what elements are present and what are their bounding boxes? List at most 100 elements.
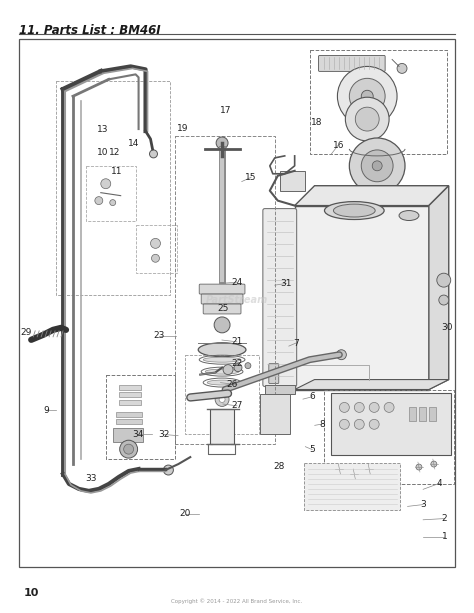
Circle shape <box>124 444 134 454</box>
Circle shape <box>337 466 342 472</box>
FancyBboxPatch shape <box>118 392 141 397</box>
FancyBboxPatch shape <box>409 408 416 421</box>
Text: 3: 3 <box>420 500 426 509</box>
Text: 7: 7 <box>293 338 299 348</box>
Polygon shape <box>295 379 449 389</box>
FancyBboxPatch shape <box>116 419 142 424</box>
FancyBboxPatch shape <box>280 171 305 191</box>
Circle shape <box>216 137 228 149</box>
Text: 27: 27 <box>231 402 243 410</box>
FancyBboxPatch shape <box>210 409 234 444</box>
Bar <box>19 39 455 568</box>
FancyBboxPatch shape <box>319 56 385 71</box>
Circle shape <box>95 197 103 205</box>
Polygon shape <box>295 186 449 205</box>
Circle shape <box>349 138 405 194</box>
Circle shape <box>245 363 251 368</box>
Ellipse shape <box>333 204 375 217</box>
Text: 21: 21 <box>231 337 243 346</box>
Text: 28: 28 <box>273 462 285 471</box>
Text: 33: 33 <box>85 474 97 483</box>
FancyBboxPatch shape <box>199 284 245 294</box>
FancyBboxPatch shape <box>118 384 141 389</box>
Text: 5: 5 <box>310 445 315 454</box>
Text: 2: 2 <box>441 514 447 523</box>
Text: 13: 13 <box>97 125 109 134</box>
Text: PartStream: PartStream <box>206 295 268 305</box>
FancyBboxPatch shape <box>304 463 400 510</box>
Circle shape <box>361 90 373 102</box>
Circle shape <box>351 471 357 477</box>
Ellipse shape <box>207 380 237 385</box>
Circle shape <box>354 419 364 429</box>
Ellipse shape <box>399 211 419 221</box>
FancyBboxPatch shape <box>201 294 243 304</box>
Circle shape <box>149 150 157 158</box>
Text: 31: 31 <box>281 279 292 288</box>
Text: 11: 11 <box>111 167 123 176</box>
Text: 4: 4 <box>437 479 442 488</box>
FancyBboxPatch shape <box>113 428 143 442</box>
FancyBboxPatch shape <box>265 384 295 395</box>
Text: 24: 24 <box>231 278 243 287</box>
Text: 12: 12 <box>109 148 120 158</box>
Text: 14: 14 <box>128 139 139 148</box>
FancyBboxPatch shape <box>269 364 279 384</box>
FancyBboxPatch shape <box>118 400 141 405</box>
Text: 6: 6 <box>310 392 315 401</box>
FancyBboxPatch shape <box>260 395 290 434</box>
Circle shape <box>349 78 385 114</box>
Circle shape <box>337 350 346 360</box>
Text: 23: 23 <box>154 331 165 340</box>
Circle shape <box>120 440 137 458</box>
Text: 34: 34 <box>132 430 144 439</box>
Text: 9: 9 <box>43 406 49 414</box>
Circle shape <box>339 419 349 429</box>
Circle shape <box>337 66 397 126</box>
FancyBboxPatch shape <box>419 408 426 421</box>
Text: 20: 20 <box>180 509 191 518</box>
Text: 10: 10 <box>23 588 39 598</box>
Circle shape <box>369 402 379 413</box>
Circle shape <box>101 179 111 189</box>
Circle shape <box>439 295 449 305</box>
Circle shape <box>354 402 364 413</box>
Polygon shape <box>429 186 449 389</box>
Text: Copyright © 2014 - 2022 All Brand Service, Inc.: Copyright © 2014 - 2022 All Brand Servic… <box>172 599 302 604</box>
Circle shape <box>356 107 379 131</box>
Circle shape <box>110 200 116 205</box>
Text: 26: 26 <box>227 380 238 389</box>
Text: 19: 19 <box>177 124 189 133</box>
Circle shape <box>151 238 161 248</box>
Circle shape <box>397 63 407 74</box>
Text: 29: 29 <box>21 328 32 337</box>
Circle shape <box>215 392 229 406</box>
Circle shape <box>416 464 422 470</box>
Circle shape <box>431 461 437 467</box>
Ellipse shape <box>205 369 239 374</box>
Text: 8: 8 <box>319 420 325 428</box>
Circle shape <box>164 465 173 475</box>
Text: 30: 30 <box>441 323 453 332</box>
Circle shape <box>366 466 372 472</box>
Circle shape <box>372 161 382 171</box>
Ellipse shape <box>325 202 384 219</box>
Ellipse shape <box>198 343 246 357</box>
Circle shape <box>346 97 389 141</box>
Text: 25: 25 <box>217 304 228 313</box>
Circle shape <box>214 317 230 333</box>
Text: 22: 22 <box>231 359 243 368</box>
Text: 32: 32 <box>158 430 170 439</box>
Circle shape <box>234 364 242 371</box>
Circle shape <box>223 365 233 375</box>
Circle shape <box>384 402 394 413</box>
Circle shape <box>361 150 393 181</box>
Text: 18: 18 <box>311 118 323 127</box>
Circle shape <box>219 397 225 402</box>
FancyBboxPatch shape <box>263 208 297 387</box>
Circle shape <box>369 419 379 429</box>
FancyBboxPatch shape <box>331 394 451 455</box>
Text: 1: 1 <box>441 532 447 541</box>
Circle shape <box>437 273 451 287</box>
FancyBboxPatch shape <box>116 413 142 417</box>
